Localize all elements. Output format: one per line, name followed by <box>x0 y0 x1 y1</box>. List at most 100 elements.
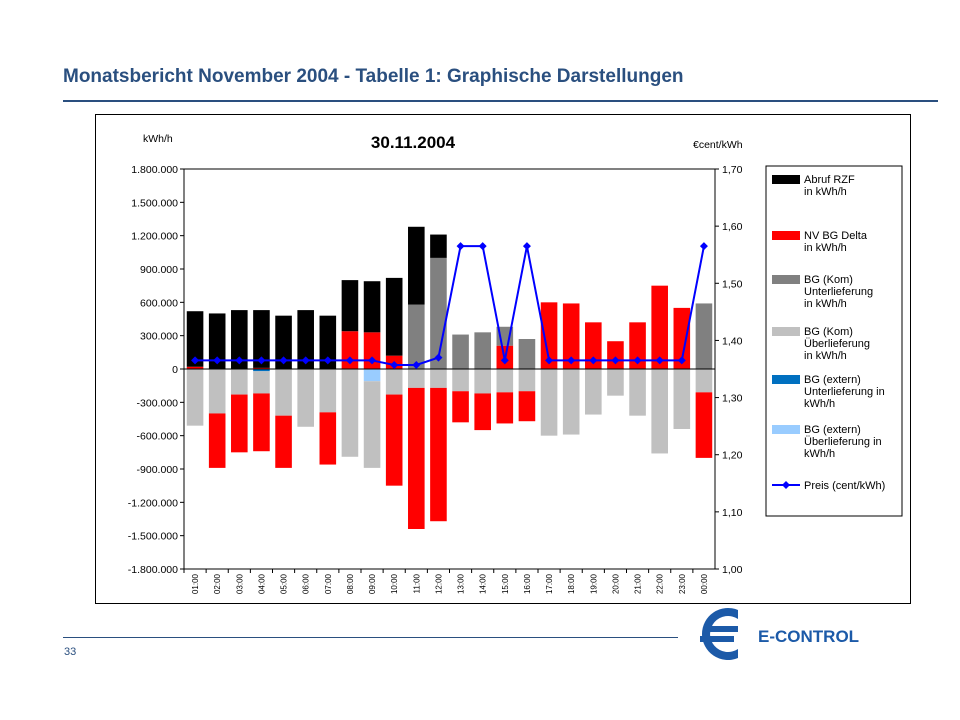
bar-nv_neg <box>452 391 469 423</box>
x-tick-label: 01:00 <box>191 573 200 594</box>
chart: 30.11.2004 kWh/h €cent/kWh 1.800.000 1.500.0… <box>128 133 903 594</box>
legend-label: NV BG Delta <box>804 230 868 242</box>
bar-ueber <box>231 369 248 395</box>
price-point <box>345 356 354 365</box>
bar-ueber <box>518 369 536 392</box>
left-tick-label: -300.000 <box>137 397 179 409</box>
bar-nv <box>585 322 602 369</box>
bar-ueber <box>253 371 270 394</box>
bar-nv_neg <box>231 394 248 453</box>
right-tick-label: 1,20 <box>722 450 743 462</box>
x-tick-label: 14:00 <box>479 573 488 594</box>
bar-nv_neg <box>518 391 536 422</box>
bar-nv_neg <box>319 412 337 465</box>
x-tick-label: 08:00 <box>346 573 355 594</box>
bar-ueber <box>319 369 337 413</box>
bar-ext_unter <box>253 369 270 372</box>
page-number: 33 <box>64 646 77 658</box>
bar-unter <box>408 304 425 369</box>
footer-divider <box>63 637 678 638</box>
x-tick-label: 02:00 <box>213 573 222 594</box>
x-tick-label: 05:00 <box>280 573 289 594</box>
legend-marker-preis <box>782 481 790 489</box>
bar-nv_neg <box>385 394 403 486</box>
price-point <box>368 356 377 365</box>
legend-label: BG (Kom) <box>804 326 853 338</box>
legend-label: in kWh/h <box>804 186 847 198</box>
price-point <box>257 356 266 365</box>
bar-ueber <box>540 369 558 436</box>
bar-nv <box>607 341 624 369</box>
legend-label: BG (extern) <box>804 374 861 386</box>
price-point <box>655 356 664 365</box>
right-tick-label: 1,30 <box>722 393 743 405</box>
x-tick-label: 00:00 <box>700 573 709 594</box>
legend-swatch-nv <box>772 231 800 240</box>
price-point <box>390 361 399 369</box>
bar-nv_neg <box>695 392 713 458</box>
price-point <box>522 242 531 251</box>
left-tick-label: -600.000 <box>137 431 179 443</box>
legend-swatch-unter <box>772 275 800 284</box>
bar-ueber <box>452 369 469 392</box>
right-tick-label: 1,40 <box>722 335 743 347</box>
bar-nv_neg <box>275 415 292 468</box>
bar-abruf <box>408 226 425 305</box>
price-point <box>323 356 332 365</box>
bar-nv <box>651 285 668 369</box>
bar-ueber <box>629 369 646 416</box>
bar-nv_neg <box>474 393 491 431</box>
left-tick-label: 1.800.000 <box>131 164 178 176</box>
bar-ueber <box>474 369 491 394</box>
left-tick-label: 600.000 <box>140 297 178 309</box>
x-tick-label: 17:00 <box>545 573 554 594</box>
e-control-logo-mark <box>700 608 738 660</box>
chart-title: 30.11.2004 <box>371 133 456 152</box>
price-point <box>235 356 244 365</box>
bar-ueber <box>186 369 204 426</box>
price-point <box>478 242 487 251</box>
bar-ueber <box>208 369 226 414</box>
bar-abruf <box>275 315 292 369</box>
bar-ext_ueber <box>363 369 381 382</box>
legend-swatch-abruf <box>772 175 800 184</box>
bar-abruf <box>430 234 447 258</box>
bar-ueber <box>673 369 691 429</box>
bar-abruf <box>341 280 359 332</box>
legend-label: kWh/h <box>804 448 835 460</box>
left-tick-label: 1.500.000 <box>131 197 178 209</box>
x-tick-label: 22:00 <box>656 573 665 594</box>
x-tick-label: 15:00 <box>501 573 510 594</box>
bar-abruf <box>186 311 204 367</box>
left-tick-label: -1.200.000 <box>128 497 178 509</box>
bar-ueber <box>341 369 359 457</box>
left-tick-label: -1.500.000 <box>128 531 178 543</box>
x-tick-label: 18:00 <box>567 573 576 594</box>
price-point <box>191 356 200 365</box>
bar-ueber <box>297 369 314 427</box>
bar-nv <box>562 303 580 369</box>
x-tick-label: 07:00 <box>324 573 333 594</box>
bar-unter <box>695 303 713 369</box>
right-axis-label: €cent/kWh <box>693 139 743 151</box>
title-divider <box>63 100 938 102</box>
legend-label: in kWh/h <box>804 350 847 362</box>
x-tick-label: 13:00 <box>457 573 466 594</box>
bar-abruf <box>297 310 314 369</box>
price-point <box>567 356 576 365</box>
price-point <box>545 356 554 365</box>
x-tick-label: 21:00 <box>634 573 643 594</box>
bar-ueber <box>695 369 713 393</box>
x-tick-label: 03:00 <box>235 573 244 594</box>
bar-ueber <box>562 369 580 435</box>
legend-label: Preis (cent/kWh) <box>804 480 885 492</box>
bar-ueber <box>585 369 602 415</box>
bar-nv_neg <box>253 393 270 452</box>
right-tick-label: 1,60 <box>722 221 743 233</box>
bar-abruf <box>363 281 381 333</box>
price-point <box>213 356 222 365</box>
x-tick-label: 10:00 <box>390 573 399 594</box>
right-tick-label: 1,00 <box>722 564 743 576</box>
left-tick-label: 0 <box>172 364 178 376</box>
bar-ueber <box>385 369 403 395</box>
